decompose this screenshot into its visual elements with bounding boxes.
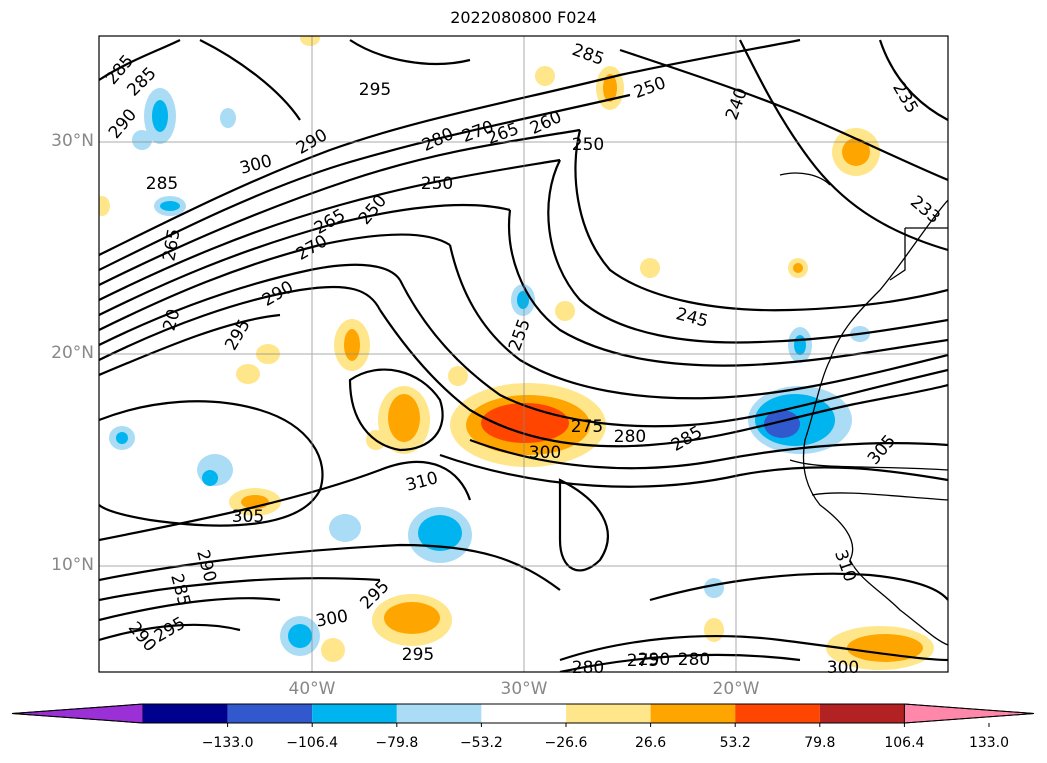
coastlines (779, 172, 948, 646)
colorbar-tick-label: 106.4 (884, 735, 925, 751)
map-title: 2022080800 F024 (450, 8, 597, 27)
lon-label-20w: 20°W (712, 679, 760, 699)
contour-label: 285 (668, 422, 706, 456)
colorbar-extend-high (903, 703, 1035, 724)
colorbar-segment (312, 704, 397, 723)
contour-label: 300 (314, 606, 349, 631)
contour-label: 250 (355, 191, 391, 229)
contour-label: 235 (888, 79, 922, 117)
contour-label: 250 (572, 135, 604, 155)
colorbar-segment (227, 704, 313, 723)
lon-label-40w: 40°W (288, 679, 336, 699)
colorbar-segment (819, 704, 905, 723)
colorbar-tick-label: −79.8 (375, 735, 419, 751)
colorbar-segment (143, 704, 228, 723)
contour-label: 275 (571, 417, 603, 437)
contour-label: 295 (359, 80, 391, 100)
colorbar-tick-label: −53.2 (459, 735, 503, 751)
colorbar-tick-label: −26.6 (544, 735, 588, 751)
colorbar-tick-label: −133.0 (201, 735, 254, 751)
contour-label: 285 (146, 174, 178, 194)
contour-label: 290 (192, 548, 220, 585)
colorbar-extend-low (11, 703, 144, 724)
contour-label: 280 (678, 650, 710, 670)
contour-label: 300 (827, 658, 859, 678)
contour-label: 265 (159, 227, 184, 262)
contour-label: 250 (421, 174, 453, 194)
colorbar-tick-label: 79.8 (804, 735, 836, 751)
shaded-anomaly-layer (99, 36, 934, 670)
contour-label: 295 (402, 645, 434, 665)
grid-lines (99, 36, 948, 672)
lat-label-20n: 20°N (51, 343, 94, 363)
contour-label: 310 (830, 547, 860, 584)
contour-label: 250 (631, 73, 668, 103)
contour-label: 233 (906, 192, 944, 228)
colorbar-segment (650, 704, 736, 723)
contour-label: 285 (569, 40, 606, 70)
colorbar-segment (735, 704, 820, 723)
contour-label: 305 (232, 507, 264, 527)
colorbar-segment (566, 704, 651, 723)
contour-label: 295 (221, 316, 255, 354)
contour-label: 310 (404, 468, 441, 496)
contour-label: 255 (505, 316, 535, 353)
lat-label-10n: 10°N (51, 555, 94, 575)
colorbar-tick-label: −106.4 (286, 735, 339, 751)
lat-label-30n: 30°N (51, 131, 94, 151)
colorbar-segment (481, 704, 566, 723)
colorbar (11, 703, 1035, 727)
contour-label: 275 (627, 651, 659, 671)
colorbar-tick-label: 133.0 (968, 735, 1010, 751)
contour-label: 290 (638, 650, 670, 670)
plot-frame (98, 35, 949, 673)
contour-label: 245 (674, 304, 711, 332)
contour-label: 300 (529, 443, 561, 463)
contour-label: 280 (614, 427, 646, 447)
colorbar-tick-label: 26.6 (635, 735, 667, 751)
colorbar-segment (396, 704, 482, 723)
contour-label: 305 (864, 431, 900, 469)
contour-label: 280 (572, 658, 604, 678)
contour-label: 280 (419, 124, 457, 156)
contour-label: 240 (722, 85, 752, 122)
colorbar-tick-label: 53.2 (719, 735, 751, 751)
lon-label-30w: 30°W (500, 679, 548, 699)
contour-label: 20 (160, 307, 185, 333)
contour-label: 285 (166, 572, 194, 609)
